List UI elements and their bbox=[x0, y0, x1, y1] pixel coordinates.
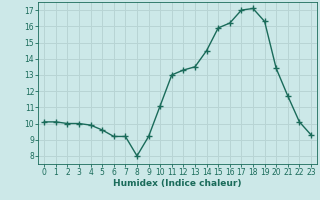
X-axis label: Humidex (Indice chaleur): Humidex (Indice chaleur) bbox=[113, 179, 242, 188]
